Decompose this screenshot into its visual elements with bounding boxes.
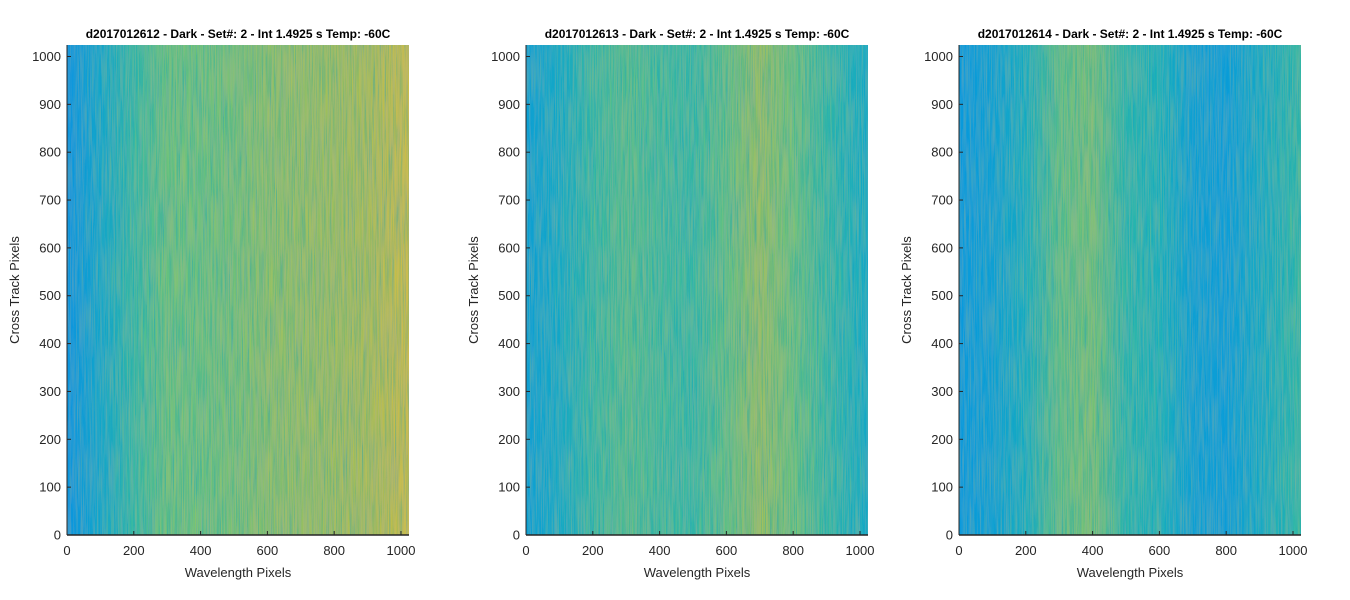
y-tick-label: 600 xyxy=(498,240,520,255)
y-tick-label: 0 xyxy=(946,528,953,543)
y-tick-label: 300 xyxy=(39,384,61,399)
x-tick-label: 800 xyxy=(1215,543,1237,558)
y-tick-label: 0 xyxy=(513,528,520,543)
x-tick-label: 0 xyxy=(63,543,70,558)
y-tick-label: 500 xyxy=(39,288,61,303)
x-tick-label: 600 xyxy=(716,543,738,558)
y-tick-label: 800 xyxy=(498,145,520,160)
y-tick-label: 100 xyxy=(498,480,520,495)
y-tick-label: 500 xyxy=(498,288,520,303)
heatmap-noise-texture xyxy=(67,45,409,535)
y-tick-label: 500 xyxy=(931,288,953,303)
y-axis-label: Cross Track Pixels xyxy=(899,236,914,344)
x-tick-label: 400 xyxy=(1082,543,1104,558)
y-tick-label: 200 xyxy=(931,432,953,447)
y-tick-label: 700 xyxy=(931,193,953,208)
y-axis-label: Cross Track Pixels xyxy=(466,236,481,344)
x-tick-label: 800 xyxy=(323,543,345,558)
x-tick-label: 0 xyxy=(955,543,962,558)
x-tick-label: 600 xyxy=(1149,543,1171,558)
chart-title: d2017012614 - Dark - Set#: 2 - Int 1.492… xyxy=(978,27,1283,41)
y-tick-label: 800 xyxy=(931,145,953,160)
y-tick-label: 400 xyxy=(931,336,953,351)
y-tick-label: 900 xyxy=(498,97,520,112)
x-tick-label: 1000 xyxy=(846,543,875,558)
y-tick-label: 600 xyxy=(931,240,953,255)
x-tick-label: 400 xyxy=(190,543,212,558)
x-tick-label: 800 xyxy=(782,543,804,558)
y-tick-label: 400 xyxy=(498,336,520,351)
y-tick-label: 1000 xyxy=(491,49,520,64)
y-tick-label: 800 xyxy=(39,145,61,160)
heatmap-noise-texture xyxy=(526,45,868,535)
y-tick-label: 700 xyxy=(39,193,61,208)
y-tick-label: 900 xyxy=(39,97,61,112)
y-tick-label: 1000 xyxy=(924,49,953,64)
x-tick-label: 1000 xyxy=(1279,543,1308,558)
x-axis-label: Wavelength Pixels xyxy=(1077,565,1184,580)
y-axis-label: Cross Track Pixels xyxy=(7,236,22,344)
x-axis-label: Wavelength Pixels xyxy=(185,565,292,580)
y-tick-label: 900 xyxy=(931,97,953,112)
y-tick-label: 100 xyxy=(39,480,61,495)
heatmap-noise-texture xyxy=(959,45,1301,535)
y-tick-label: 100 xyxy=(931,480,953,495)
y-tick-label: 200 xyxy=(498,432,520,447)
heatmap-panel-1: 0 200 400 600 800 1000 0 100 200 300 400 500 600 700 8… xyxy=(7,27,415,580)
x-tick-label: 200 xyxy=(123,543,145,558)
x-tick-label: 200 xyxy=(1015,543,1037,558)
y-tick-label: 0 xyxy=(54,528,61,543)
chart-title: d2017012612 - Dark - Set#: 2 - Int 1.492… xyxy=(86,27,391,41)
x-axis-label: Wavelength Pixels xyxy=(644,565,751,580)
y-tick-label: 700 xyxy=(498,193,520,208)
x-tick-label: 0 xyxy=(522,543,529,558)
x-tick-label: 200 xyxy=(582,543,604,558)
y-tick-label: 600 xyxy=(39,240,61,255)
x-tick-label: 400 xyxy=(649,543,671,558)
x-tick-label: 600 xyxy=(257,543,279,558)
x-tick-label: 1000 xyxy=(387,543,416,558)
y-tick-label: 300 xyxy=(498,384,520,399)
chart-title: d2017012613 - Dark - Set#: 2 - Int 1.492… xyxy=(545,27,850,41)
heatmap-panel-2: 0 200 400 600 800 1000 0 100 200 300 400 500 600 700 8… xyxy=(466,27,874,580)
y-tick-label: 1000 xyxy=(32,49,61,64)
y-tick-label: 300 xyxy=(931,384,953,399)
y-tick-label: 200 xyxy=(39,432,61,447)
heatmap-panel-3: 0 200 400 600 800 1000 0 100 200 300 400 500 600 700 8… xyxy=(899,27,1307,580)
y-tick-label: 400 xyxy=(39,336,61,351)
